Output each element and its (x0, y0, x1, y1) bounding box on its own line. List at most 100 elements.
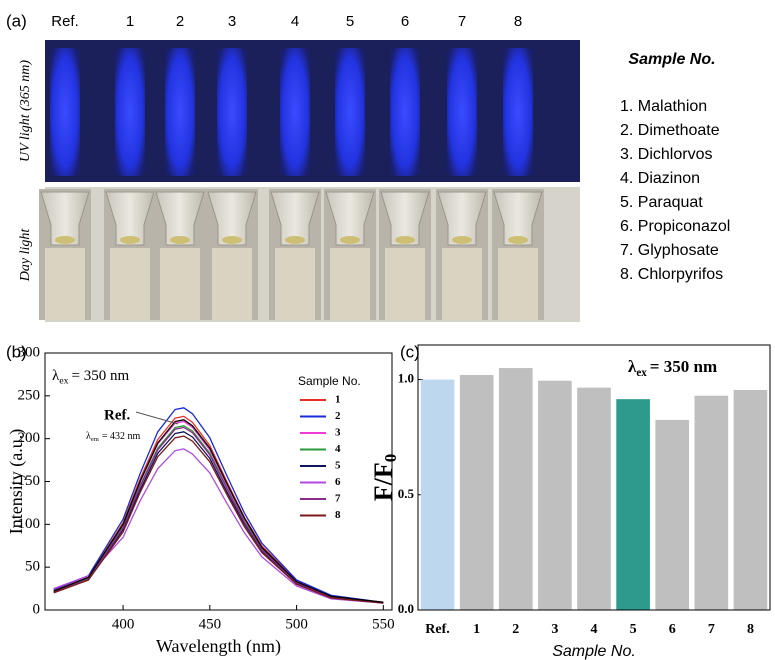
tube-funnel (380, 191, 430, 246)
tube-body (385, 248, 425, 320)
annotation: λex = 350 nm (628, 357, 717, 379)
y-tick-label: 0 (33, 601, 41, 617)
subscript: em (91, 436, 99, 443)
uv-tube (447, 48, 477, 176)
y-label-subscript: 0 (381, 454, 400, 463)
tube-liquid (340, 236, 360, 244)
column-label: 7 (458, 13, 466, 30)
panel-label: (b) (6, 342, 27, 361)
column-label: 6 (401, 13, 409, 30)
uv-tube (115, 48, 145, 176)
tube-body (330, 248, 370, 320)
y-tick-label: 300 (18, 344, 41, 360)
plot-frame-c (417, 344, 771, 611)
tube-funnel (437, 191, 487, 246)
tube-body (160, 248, 200, 320)
series-line (53, 426, 384, 603)
legend-label: 2 (335, 410, 341, 422)
y-tick-label: 0.5 (398, 486, 415, 501)
legend-label: 3 (335, 427, 341, 439)
legend-label: 4 (335, 443, 341, 455)
uv-tube (503, 48, 533, 176)
bar (420, 379, 455, 610)
tube-funnel (207, 191, 257, 246)
bar (655, 419, 690, 610)
y-tick-label: 200 (18, 430, 41, 446)
tube-body (212, 248, 252, 320)
row-label: Day light (18, 228, 33, 283)
tube-liquid (285, 236, 305, 244)
tube-body (45, 248, 85, 320)
annotation: λex = 350 nm (52, 368, 129, 386)
uv-tube (335, 48, 365, 176)
tube-liquid (55, 236, 75, 244)
bar (733, 389, 768, 610)
tube-funnel (40, 191, 90, 246)
text: = 350 nm (650, 357, 717, 376)
x-tick-label: 550 (372, 616, 395, 632)
legend-label: 6 (335, 476, 341, 488)
x-tick-label: Ref. (425, 622, 450, 637)
legend-label: 8 (335, 509, 341, 521)
sample-name: 6. Propiconazol (620, 218, 730, 235)
symbol: λ (86, 431, 91, 442)
tube-body (498, 248, 538, 320)
panel-label: (c) (400, 342, 420, 361)
tube-body (275, 248, 315, 320)
column-label: 3 (228, 13, 236, 30)
x-axis-label: Sample No. (552, 643, 636, 660)
bar (577, 387, 611, 610)
sample-name: 5. Paraquat (620, 194, 703, 211)
sample-name: 3. Dichlorvos (620, 146, 712, 163)
x-tick-label: 4 (591, 622, 598, 637)
uv-tube (280, 48, 310, 176)
series-line (53, 407, 384, 603)
x-tick-label: 5 (630, 622, 637, 637)
tube-funnel (493, 191, 543, 246)
tube-liquid (395, 236, 415, 244)
tube-liquid (452, 236, 472, 244)
subscript: ex (636, 367, 647, 379)
y-tick-label: 150 (18, 473, 41, 489)
x-tick-label: 500 (285, 616, 308, 632)
bar (694, 395, 729, 610)
tube-body (442, 248, 482, 320)
text: = 432 nm (102, 431, 141, 442)
x-tick-label: 450 (199, 616, 222, 632)
column-label: 5 (346, 13, 354, 30)
tube-body (110, 248, 150, 320)
bar (616, 399, 650, 610)
y-tick-label: 1.0 (398, 371, 414, 386)
legend-label: 1 (335, 394, 341, 406)
y-label-text: F/F (369, 462, 398, 501)
tube-funnel (270, 191, 320, 246)
column-label: 1 (126, 13, 134, 30)
reference-arrow (135, 411, 179, 425)
sample-name: 7. Glyphosate (620, 242, 719, 259)
y-tick-label: 250 (18, 387, 41, 403)
sample-name: 2. Dimethoate (620, 122, 720, 139)
y-axis-label: Intensity (a.u.) (6, 429, 27, 534)
column-label: Ref. (51, 13, 79, 30)
sample-name: 4. Diazinon (620, 170, 700, 187)
uv-tube (165, 48, 195, 176)
column-label: 4 (291, 13, 299, 30)
tube-funnel (325, 191, 375, 246)
series-line (53, 415, 384, 603)
legend-title: Sample No. (298, 374, 361, 388)
series-line (53, 425, 384, 603)
x-tick-label: 7 (708, 622, 715, 637)
legend-title: Sample No. (628, 51, 715, 68)
tube-funnel (155, 191, 205, 246)
panel-label: (a) (6, 11, 27, 30)
sample-name: 1. Malathion (620, 98, 707, 115)
symbol: λ (628, 357, 637, 376)
tube-liquid (508, 236, 528, 244)
tube-liquid (222, 236, 242, 244)
y-tick-label: 50 (25, 559, 40, 575)
column-label: 2 (176, 13, 184, 30)
x-tick-label: 400 (112, 616, 135, 632)
bar (459, 374, 494, 610)
x-tick-label: 2 (512, 622, 519, 637)
series-line (53, 435, 384, 604)
